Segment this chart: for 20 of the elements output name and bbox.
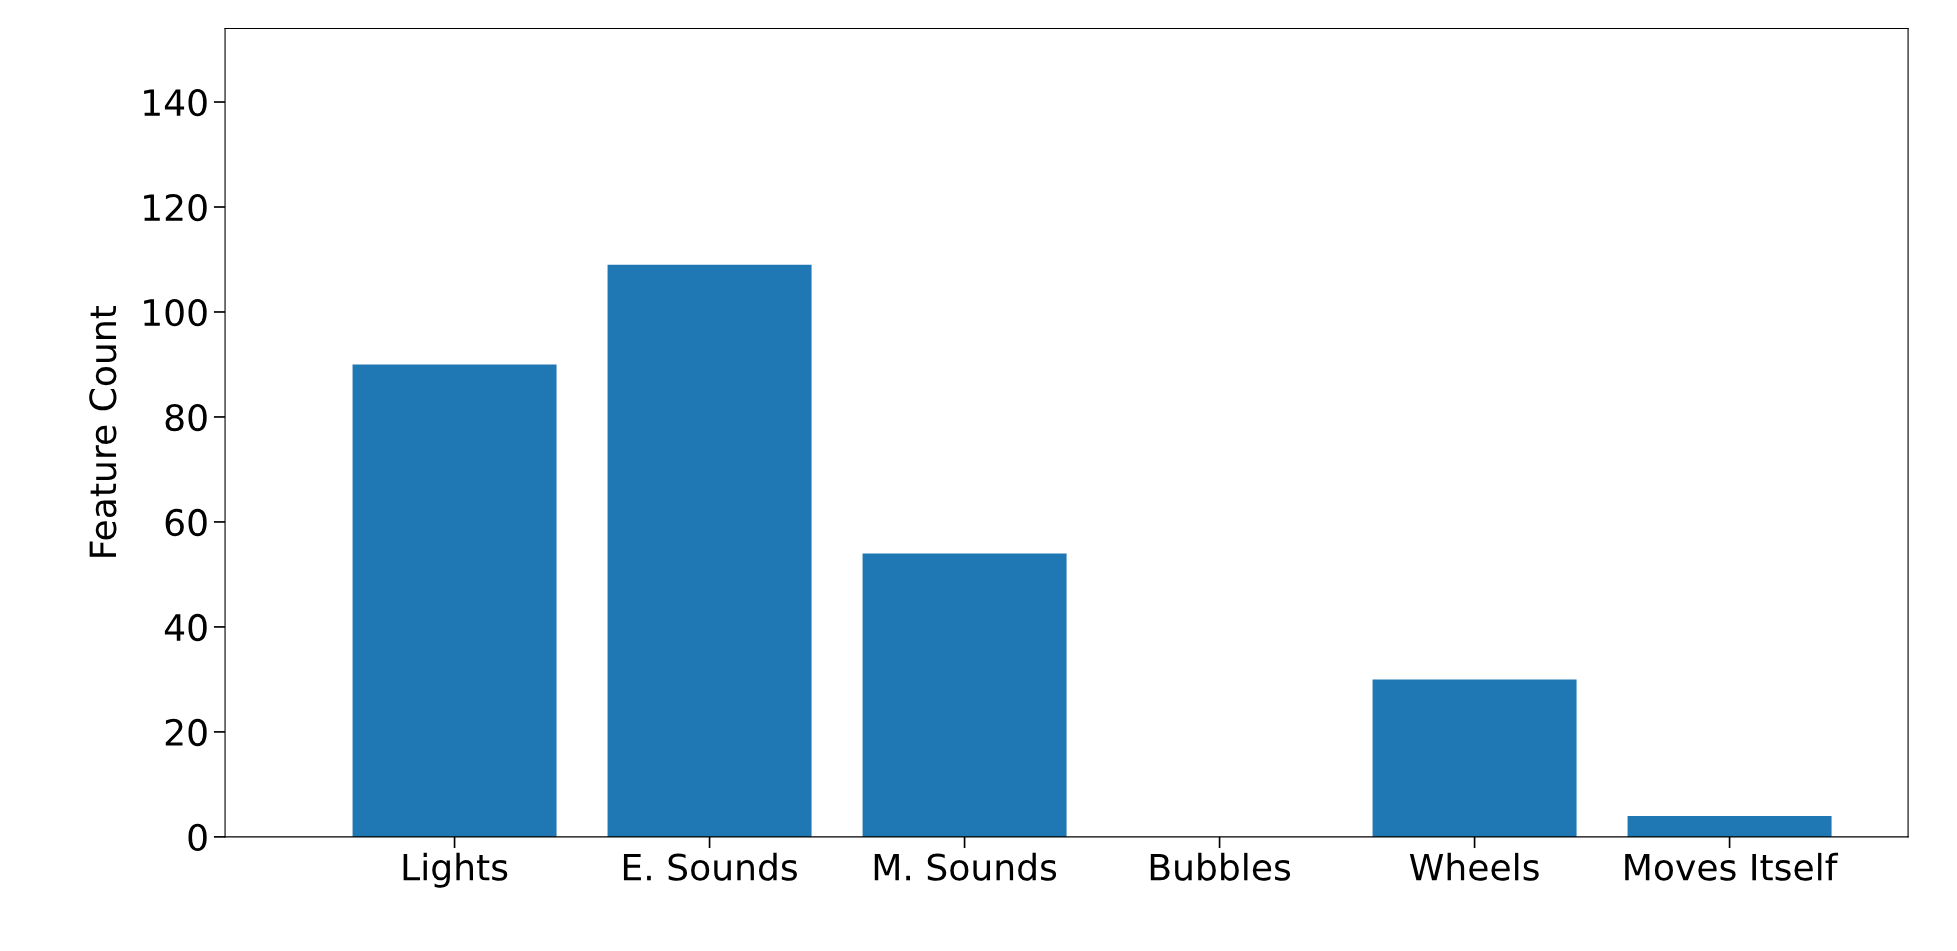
x-tick-label: Bubbles (1150, 852, 1291, 881)
bar (1372, 679, 1577, 837)
bar (607, 264, 812, 837)
bar (862, 553, 1067, 837)
y-tick-label: 0 (188, 823, 207, 852)
x-tick-label: E. Sounds (623, 852, 797, 881)
y-axis-title: Feature Count (89, 306, 117, 557)
x-tick-label: Lights (403, 852, 508, 888)
bar (1627, 815, 1832, 837)
x-tick-label: Moves Itself (1625, 852, 1839, 881)
y-tick-label: 60 (165, 508, 207, 537)
y-tick-label: 100 (144, 298, 207, 327)
y-tick-label: 80 (165, 403, 207, 432)
x-tick-label: Wheels (1409, 852, 1539, 881)
x-tick-label: M. Sounds (874, 852, 1057, 881)
y-tick-label: 120 (144, 193, 207, 222)
y-tick-label: 40 (164, 613, 207, 642)
y-tick-label: 20 (165, 718, 207, 747)
bar (352, 364, 557, 837)
y-tick-label: 140 (144, 88, 207, 117)
